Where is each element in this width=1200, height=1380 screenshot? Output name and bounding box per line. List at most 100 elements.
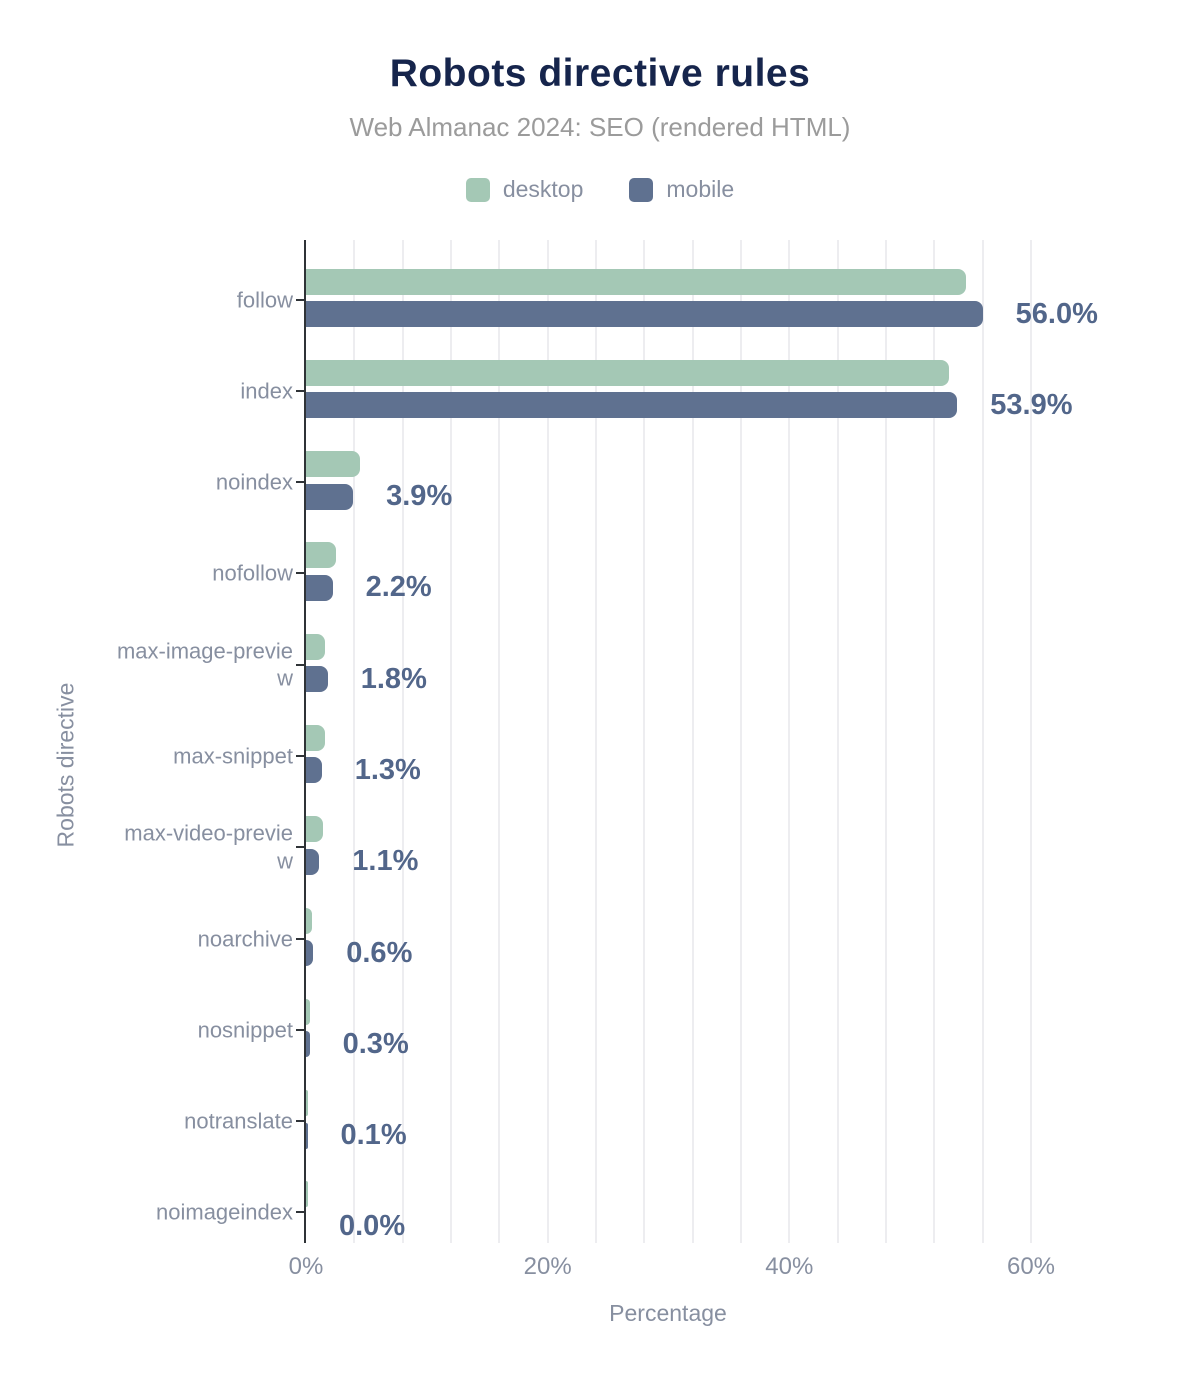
bar-line (306, 451, 452, 478)
gridline (788, 240, 791, 1243)
y-axis-tick (296, 572, 304, 575)
mobile-bar[interactable] (306, 940, 314, 967)
bar-line (306, 1181, 405, 1208)
bar-group: 1.8% (306, 633, 427, 696)
bar-line: 56.0% (306, 298, 1098, 331)
y-axis-tick (296, 937, 304, 940)
category-label: index (240, 378, 293, 404)
bar-group: 0.1% (306, 1090, 407, 1152)
legend-item-desktop[interactable]: desktop (465, 176, 584, 203)
gridline (353, 240, 356, 1243)
category-label: max-snippet (173, 743, 293, 769)
gridline (933, 240, 936, 1243)
gridline (498, 240, 501, 1243)
bar-line: 0.6% (306, 937, 412, 970)
bar-group: 1.1% (306, 816, 418, 878)
mobile-bar[interactable] (306, 574, 333, 601)
bar-group: 2.2% (306, 542, 432, 604)
value-label: 1.1% (352, 845, 419, 878)
bar-group: 0.0% (306, 1181, 405, 1243)
value-label: 0.3% (342, 1027, 409, 1060)
legend-swatch-mobile-icon (629, 177, 654, 202)
value-label: 0.6% (346, 936, 413, 969)
bar-line (306, 998, 409, 1025)
desktop-bar[interactable] (306, 542, 337, 569)
gridline (981, 240, 984, 1243)
category-label: noarchive (197, 925, 293, 951)
bar-line (306, 724, 421, 751)
bar-group: 0.3% (306, 998, 409, 1061)
gridline (546, 240, 549, 1243)
legend-item-mobile[interactable]: mobile (629, 176, 734, 203)
y-axis-tick (296, 298, 304, 301)
desktop-bar[interactable] (306, 633, 326, 660)
category-label: nosnippet (197, 1017, 293, 1043)
category-label: noindex (215, 469, 293, 495)
mobile-bar[interactable] (306, 483, 354, 510)
gridline (885, 240, 887, 1243)
mobile-bar[interactable] (306, 1122, 308, 1149)
mobile-bar[interactable] (306, 1031, 310, 1058)
bar-rows: follow 56.0% index 53.9% noindex 3.9% nofollow… (117, 254, 1098, 1258)
mobile-bar[interactable] (306, 666, 328, 693)
desktop-bar[interactable] (306, 1090, 308, 1117)
desktop-bar[interactable] (306, 907, 313, 934)
bar-group: 0.6% (306, 907, 412, 970)
value-label: 0.0% (339, 1210, 406, 1243)
legend-label: desktop (502, 176, 584, 202)
gridline (740, 240, 742, 1243)
mobile-bar[interactable] (306, 848, 320, 875)
category-label: max-video-preview (124, 820, 293, 874)
y-axis-tick (296, 389, 304, 392)
desktop-bar[interactable] (306, 816, 323, 843)
category-row: noimageindex 0.0% (156, 1167, 1031, 1258)
desktop-bar[interactable] (306, 1181, 308, 1208)
category-row: noarchive 0.6% (198, 893, 1031, 984)
gridline (643, 240, 646, 1243)
category-label: notranslate (184, 1108, 293, 1134)
desktop-bar[interactable] (306, 359, 949, 386)
bar-line: 0.0% (306, 1210, 405, 1243)
desktop-bar[interactable] (306, 724, 326, 751)
value-label: 3.9% (386, 480, 453, 513)
category-label: noimageindex (156, 1199, 293, 1225)
bar-line (306, 633, 427, 660)
gridline (401, 240, 404, 1243)
category-label: follow (236, 286, 293, 312)
bar-line (306, 359, 1073, 386)
mobile-bar[interactable] (306, 301, 983, 328)
y-axis-title: Robots directive (52, 682, 79, 848)
bar-line (306, 1090, 407, 1117)
value-label: 53.9% (990, 388, 1073, 421)
y-axis-tick (296, 754, 304, 757)
bar-group: 53.9% (306, 359, 1073, 422)
x-tick-label: 20% (523, 1253, 572, 1280)
gridline (595, 240, 597, 1243)
category-label: nofollow (212, 560, 293, 586)
legend: desktop mobile (0, 176, 1200, 203)
bar-line: 0.1% (306, 1119, 407, 1152)
y-axis-tick (296, 663, 304, 666)
desktop-bar[interactable] (306, 268, 966, 295)
value-label: 1.3% (354, 753, 421, 786)
bar-group: 56.0% (306, 268, 1098, 331)
bar-line (306, 268, 1098, 295)
legend-label: mobile (666, 176, 735, 202)
x-tick-label: 0% (288, 1253, 324, 1280)
bar-line: 0.3% (306, 1028, 409, 1061)
gridline (450, 240, 452, 1243)
desktop-bar[interactable] (306, 451, 361, 478)
bar-line: 53.9% (306, 389, 1073, 422)
category-row: max-video-preview 1.1% (124, 802, 1031, 893)
chart-subtitle: Web Almanac 2024: SEO (rendered HTML) (349, 112, 851, 142)
category-row: noindex 3.9% (216, 437, 1031, 528)
mobile-bar[interactable] (306, 392, 958, 419)
legend-swatch-desktop-icon (465, 177, 490, 202)
x-tick-label: 60% (1006, 1253, 1056, 1280)
bar-group: 3.9% (306, 451, 452, 513)
desktop-bar[interactable] (306, 998, 310, 1025)
gridline (691, 240, 694, 1243)
bar-line (306, 907, 412, 934)
mobile-bar[interactable] (306, 757, 322, 784)
